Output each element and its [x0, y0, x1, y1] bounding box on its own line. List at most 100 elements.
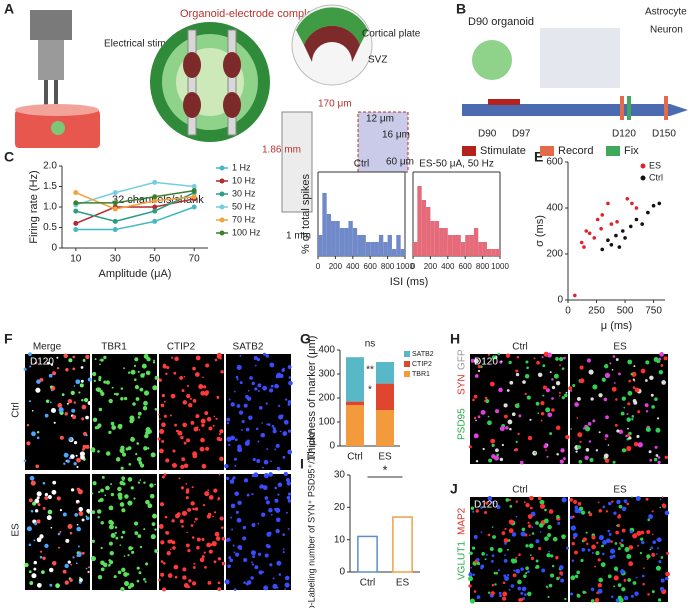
signal — [497, 547, 503, 553]
panel-label: C — [4, 149, 14, 165]
signal — [100, 567, 105, 572]
signal — [143, 481, 146, 484]
signal — [552, 536, 558, 542]
signal — [617, 514, 621, 519]
signal — [120, 397, 124, 401]
signal — [73, 385, 76, 387]
signal — [258, 406, 263, 410]
signal — [127, 371, 131, 374]
signal — [251, 493, 254, 496]
x-tick-label: 400 — [441, 262, 455, 271]
signal — [665, 576, 669, 581]
x-tick-label: 70 — [189, 254, 201, 265]
signal — [35, 464, 40, 469]
signal — [236, 404, 241, 408]
signal — [96, 509, 102, 514]
point — [584, 229, 589, 233]
signal — [257, 440, 260, 443]
bar — [486, 249, 492, 256]
signal — [647, 593, 650, 596]
signal — [534, 566, 538, 569]
signal — [582, 537, 587, 542]
y-tick-label: 400 — [318, 345, 335, 356]
legend-label: Fix — [624, 145, 639, 157]
signal — [119, 544, 122, 547]
signal — [87, 377, 92, 382]
x-tick-label: 800 — [381, 262, 395, 271]
signal — [660, 556, 664, 559]
signal — [75, 454, 78, 457]
signal — [602, 552, 605, 556]
signal — [64, 563, 69, 569]
signal — [59, 435, 64, 440]
signal — [491, 500, 494, 504]
signal — [144, 580, 147, 583]
signal — [182, 422, 187, 428]
signal — [500, 360, 503, 363]
signal — [70, 488, 75, 492]
signal — [572, 384, 576, 388]
signal — [272, 583, 278, 589]
signal — [469, 575, 472, 578]
signal — [624, 546, 630, 553]
signal — [254, 364, 257, 367]
label: Astrocyte — [645, 7, 687, 18]
signal — [535, 401, 540, 406]
y-tick-label: 1.0 — [43, 202, 57, 213]
signal — [610, 540, 613, 543]
signal — [613, 585, 616, 588]
signal — [518, 553, 521, 556]
signal — [540, 419, 543, 422]
label: Cortical plate — [362, 29, 421, 40]
signal — [261, 422, 264, 424]
signal — [636, 434, 640, 439]
signal — [134, 531, 139, 536]
y-tick-label: 200 — [546, 249, 563, 260]
signal — [488, 458, 493, 463]
signal — [626, 446, 632, 452]
point — [152, 204, 158, 210]
signal — [215, 417, 218, 420]
signal — [636, 530, 642, 536]
organoid-illustration — [150, 4, 409, 213]
signal — [642, 582, 645, 586]
signal — [44, 496, 49, 500]
point — [609, 243, 614, 247]
signal — [137, 481, 141, 484]
signal — [250, 576, 254, 580]
signal — [221, 561, 226, 566]
signal — [145, 562, 149, 566]
signal — [541, 356, 544, 359]
point — [152, 179, 158, 185]
signal — [70, 563, 73, 566]
signal — [205, 363, 210, 368]
signal — [613, 575, 619, 581]
signal — [655, 454, 659, 457]
signal — [152, 361, 156, 364]
fix-mark — [627, 96, 631, 120]
signal — [117, 486, 122, 492]
signal — [539, 503, 546, 509]
signal — [559, 565, 564, 570]
signal — [645, 426, 651, 432]
signal — [108, 564, 111, 567]
signal — [178, 477, 181, 480]
signal — [100, 358, 104, 362]
signal — [648, 450, 652, 454]
signal — [239, 381, 243, 385]
signal — [499, 594, 502, 598]
signal — [69, 531, 73, 535]
signal — [517, 586, 522, 591]
signal — [181, 457, 186, 462]
point — [592, 236, 597, 240]
signal — [470, 566, 473, 569]
signal — [282, 548, 285, 550]
signal — [121, 452, 127, 457]
signal — [64, 412, 68, 416]
legend-label: TBR1 — [412, 371, 430, 378]
timepoint: D90 — [478, 129, 497, 140]
signal — [183, 441, 187, 445]
point — [73, 208, 79, 214]
signal — [105, 485, 110, 491]
